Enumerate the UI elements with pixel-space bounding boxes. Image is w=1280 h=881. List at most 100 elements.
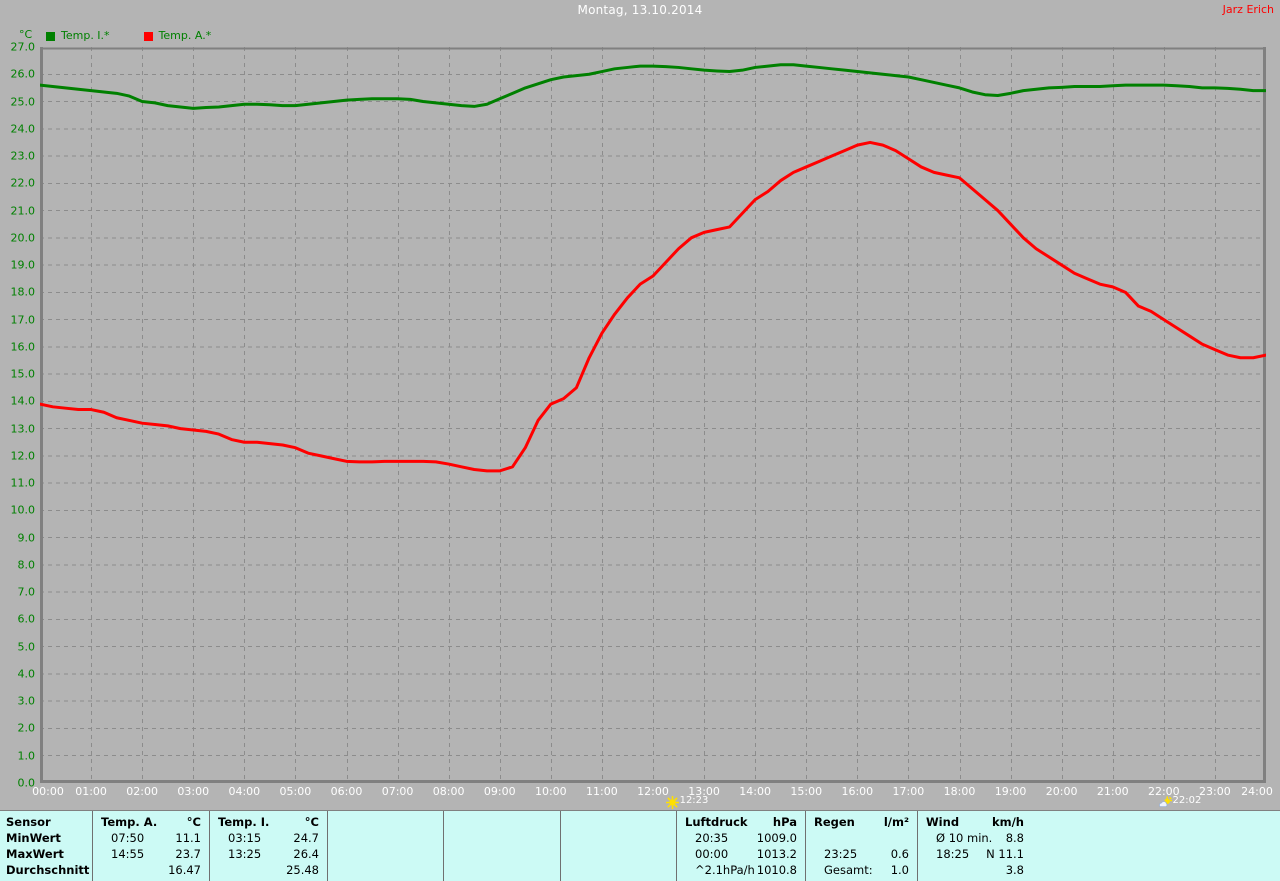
table-row: [806, 830, 917, 846]
x-tick-label: 03:00: [177, 785, 210, 798]
y-tick-label: 18.0: [10, 285, 36, 299]
y-axis-unit-label: °C: [19, 28, 33, 41]
y-tick-label: 21.0: [10, 204, 36, 218]
y-tick-label: 14.0: [10, 394, 36, 408]
x-tick-label: 02:00: [126, 785, 159, 798]
summary-row-value: 23.7: [175, 847, 201, 861]
table-row: 20:35 1009.0: [677, 830, 805, 846]
table-row: [561, 830, 676, 846]
summary-column-header: Temp. A.: [101, 815, 158, 829]
summary-unit-header: l/m²: [883, 815, 909, 829]
plot-svg: [40, 47, 1266, 783]
summary-group-regen: Regen l/m² 23:25 0.6 Gesamt: 1.0: [805, 811, 917, 881]
summary-header-row: Regen l/m²: [806, 814, 917, 830]
summary-unit-header: °C: [186, 815, 201, 829]
table-row: [328, 862, 443, 878]
table-row: 14:55 23.7: [93, 846, 209, 862]
table-row: 07:50 11.1: [93, 830, 209, 846]
sun-icon: [665, 794, 679, 810]
summary-row-label: Durchschnitt: [6, 863, 90, 877]
grid-lines: [40, 47, 1266, 783]
summary-row-value: 16.47: [168, 863, 201, 877]
summary-group-empty-col-1: [327, 811, 443, 881]
x-tick-label: 22:00: [1147, 785, 1180, 798]
summary-row-value: 24.7: [293, 831, 319, 845]
x-tick-label: 20:00: [1045, 785, 1078, 798]
chart-legend: Temp. I.* Temp. A.*: [46, 29, 211, 43]
x-tick-label: 06:00: [330, 785, 363, 798]
x-tick-label: 07:00: [381, 785, 414, 798]
y-tick-label: 17.0: [10, 313, 36, 327]
summary-row-value: 3.8: [1005, 863, 1024, 877]
y-tick-label: 26.0: [10, 67, 36, 81]
x-tick-label: 21:00: [1096, 785, 1129, 798]
summary-header-row: Temp. I. °C: [210, 814, 327, 830]
summary-row-value: 0.6: [890, 847, 909, 861]
event-markers: 12:23 22:02: [0, 794, 1280, 810]
summary-row-label: 23:25: [824, 847, 858, 861]
summary-row-label: 03:15: [228, 831, 262, 845]
x-tick-label: 18:00: [943, 785, 976, 798]
y-tick-label: 9.0: [17, 531, 36, 545]
summary-row-label: MinWert: [6, 831, 61, 845]
summary-row-value: N 11.1: [986, 847, 1024, 861]
summary-row-label: 20:35: [695, 831, 729, 845]
y-tick-label: 23.0: [10, 149, 36, 163]
y-tick-label: 4.0: [17, 667, 36, 681]
y-tick-label: 12.0: [10, 449, 36, 463]
plot-area: [40, 47, 1266, 783]
y-tick-label: 24.0: [10, 122, 36, 136]
table-row: Ø 10 min. 8.8: [918, 830, 1032, 846]
legend-entry-1: Temp. I.*: [46, 30, 110, 42]
x-tick-label: 14:00: [739, 785, 772, 798]
summary-header-row: Luftdruck hPa: [677, 814, 805, 830]
x-tick-label: 19:00: [994, 785, 1027, 798]
summary-group-temp-aussen: Temp. A. °C 07:50 11.1 14:55 23.7 16.47: [92, 811, 209, 881]
x-tick-label: 13:00: [688, 785, 720, 798]
summary-row-value: 1010.8: [756, 863, 797, 877]
x-tick-label: 16:00: [841, 785, 874, 798]
summary-table: Sensor MinWert MaxWert Durchschnitt Temp. A.…: [0, 810, 1280, 881]
series-line-2: [40, 140, 1266, 473]
table-row: 18:25 N 11.1: [918, 846, 1032, 862]
summary-row-value: 26.4: [293, 847, 319, 861]
table-row: 25.48: [210, 862, 327, 878]
summary-row-label: 07:50: [111, 831, 145, 845]
y-tick-label: 15.0: [10, 367, 36, 381]
legend-label: Temp. A.*: [158, 29, 212, 42]
y-tick-label: 22.0: [10, 176, 36, 190]
table-row: 03:15 24.7: [210, 830, 327, 846]
summary-column-header: Wind: [926, 815, 960, 829]
summary-group-empty-col-3: [560, 811, 676, 881]
summary-header-row: [328, 814, 443, 830]
x-tick-label: 15:00: [790, 785, 823, 798]
summary-row-value: 25.48: [286, 863, 319, 877]
summary-row-label: MaxWert: [6, 847, 64, 861]
table-row: 16.47: [93, 862, 209, 878]
x-tick-label: 09:00: [483, 785, 516, 798]
summary-column-header: Sensor: [6, 815, 51, 829]
table-row: [328, 830, 443, 846]
x-tick-label: 08:00: [432, 785, 465, 798]
sunset-marker: 22:02: [1158, 794, 1201, 807]
y-tick-label: 7.0: [17, 585, 36, 599]
summary-row-value: 11.1: [175, 831, 201, 845]
summary-group-wind: Wind km/h Ø 10 min. 8.8 18:25 N 11.1 3.8: [917, 811, 1032, 881]
y-tick-label: 16.0: [10, 340, 36, 354]
sun-cloud-icon: [1158, 794, 1173, 807]
y-tick-label: 11.0: [10, 476, 36, 490]
table-row: ^2.1hPa/h 1010.8: [677, 862, 805, 878]
y-tick-label: 27.0: [10, 40, 36, 54]
y-tick-label: 6.0: [17, 612, 36, 626]
summary-row-value: 8.8: [1005, 831, 1024, 845]
summary-unit-header: hPa: [772, 815, 797, 829]
summary-unit-header: km/h: [991, 815, 1024, 829]
x-tick-label: 01:00: [75, 785, 107, 798]
table-row: 3.8: [918, 862, 1032, 878]
y-tick-label: 25.0: [10, 95, 36, 109]
summary-unit-header: °C: [304, 815, 319, 829]
x-tick-label: 23:00: [1199, 785, 1231, 798]
summary-header-row: [444, 814, 560, 830]
x-tick-label: 12:00: [637, 785, 669, 798]
